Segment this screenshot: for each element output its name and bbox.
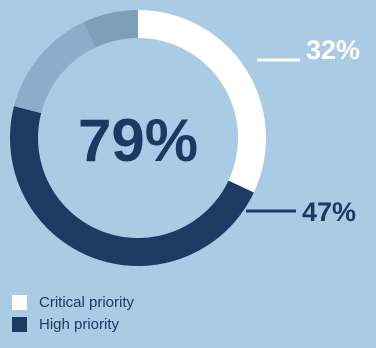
label-leaders bbox=[246, 58, 300, 213]
donut-segments bbox=[10, 10, 266, 266]
legend-swatch-critical-priority bbox=[12, 295, 27, 310]
donut-segment-1 bbox=[10, 106, 254, 266]
donut-segment-2 bbox=[14, 22, 96, 114]
legend-item-critical-priority: Critical priority bbox=[12, 294, 134, 311]
legend: Critical priority High priority bbox=[12, 294, 134, 333]
legend-swatch-high-priority bbox=[12, 317, 27, 332]
donut-segment-0 bbox=[138, 10, 266, 193]
legend-label: Critical priority bbox=[39, 294, 135, 311]
high-priority-value-label: 47% bbox=[302, 197, 356, 227]
center-percentage-label: 79% bbox=[78, 107, 198, 174]
donut-segment-3 bbox=[83, 10, 138, 48]
legend-label: High priority bbox=[39, 316, 120, 333]
legend-item-high-priority: High priority bbox=[12, 316, 134, 333]
critical-priority-value-label: 32% bbox=[306, 35, 360, 65]
